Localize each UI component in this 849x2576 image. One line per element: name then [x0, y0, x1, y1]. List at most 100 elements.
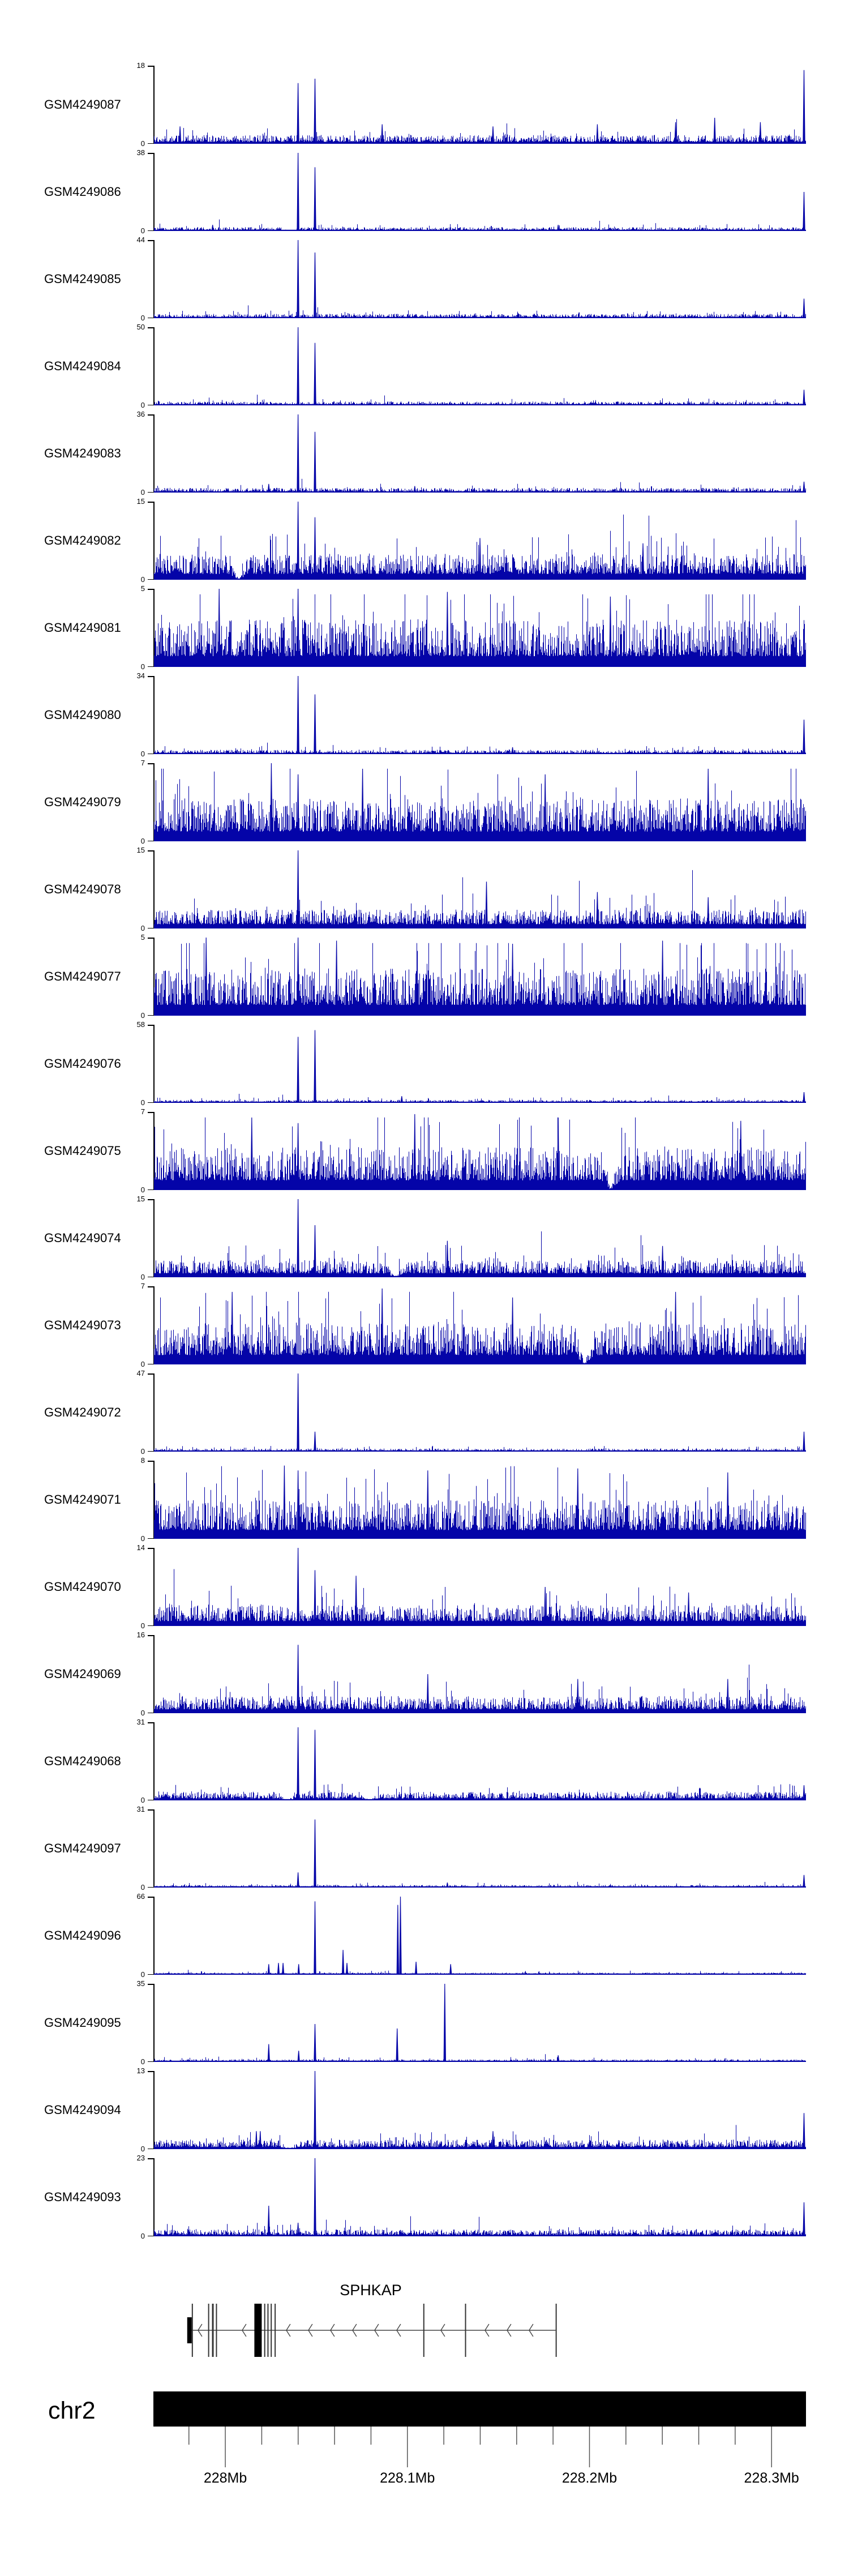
y-axis-top-tick [148, 1461, 153, 1462]
track-sample-label: GSM4249068 [44, 1754, 121, 1768]
track-sample-label: GSM4249073 [44, 1318, 121, 1332]
track-yzero-label: 0 [140, 2232, 145, 2240]
coverage-signal [154, 327, 806, 405]
y-axis-top-tick [148, 414, 153, 416]
strand-arrow-icon [198, 2323, 203, 2337]
y-axis-top-tick [148, 2071, 153, 2072]
track-yzero-label: 0 [140, 488, 145, 497]
track-sample-label: GSM4249072 [44, 1405, 121, 1419]
track-yzero-label: 0 [140, 1621, 145, 1630]
track-yzero-label: 0 [140, 1273, 145, 1281]
y-axis-zero-tick [148, 1189, 153, 1190]
coverage-signal [154, 502, 806, 580]
y-axis-zero-tick [148, 840, 153, 841]
coverage-signal [154, 1114, 806, 1190]
track-row: GSM4249080 34 0 [0, 672, 849, 758]
coverage-peaks [297, 1030, 805, 1103]
y-axis-zero-tick [148, 579, 153, 580]
y-axis-zero-tick [148, 753, 153, 754]
track-sample-label: GSM4249071 [44, 1492, 121, 1507]
track-sample-label: GSM4249095 [44, 2016, 121, 2030]
y-axis-line [153, 1635, 155, 1713]
y-axis-top-tick [148, 1635, 153, 1636]
track-yzero-label: 0 [140, 1360, 145, 1368]
y-axis-zero-tick [148, 143, 153, 144]
gene-exon [208, 2304, 209, 2357]
track-ymax-label: 34 [136, 671, 145, 680]
y-axis-zero-tick [148, 2061, 153, 2062]
track-row: GSM4249081 5 0 [0, 585, 849, 671]
track-sample-label: GSM4249076 [44, 1056, 121, 1071]
track-ymax-label: 7 [140, 759, 145, 767]
track-sample-label: GSM4249070 [44, 1580, 121, 1594]
track-ymax-label: 16 [136, 1631, 145, 1639]
y-axis-top-tick [148, 589, 153, 590]
y-axis-line [153, 1722, 155, 1800]
y-axis-line [153, 2158, 155, 2236]
strand-arrow-icon [529, 2323, 534, 2337]
strand-arrow-icon [286, 2323, 291, 2337]
strand-arrow-icon [308, 2323, 313, 2337]
chromosome-bar [153, 2391, 806, 2427]
y-axis-line [153, 589, 155, 667]
track-row: GSM4249079 7 0 [0, 759, 849, 845]
y-axis-zero-tick [148, 666, 153, 667]
track-ymax-label: 36 [136, 410, 145, 418]
track-sample-label: GSM4249086 [44, 185, 121, 199]
y-axis-line [153, 327, 155, 405]
gene-exon [264, 2304, 265, 2357]
strand-arrow-icon [507, 2323, 512, 2337]
y-axis-line [153, 1984, 155, 2062]
track-row: GSM4249068 31 0 [0, 1718, 849, 1804]
y-axis-line [153, 938, 155, 1016]
track-ymax-label: 31 [136, 1718, 145, 1726]
track-ymax-label: 15 [136, 1195, 145, 1203]
coverage-peaks [267, 2158, 805, 2236]
y-axis-top-tick [148, 2158, 153, 2159]
gene-exon [216, 2304, 217, 2357]
track-ymax-label: 47 [136, 1369, 145, 1377]
y-axis-top-tick [148, 1984, 153, 1985]
coverage-signal [154, 1984, 806, 2062]
track-row: GSM4249069 16 0 [0, 1631, 849, 1717]
strand-arrow-icon [352, 2323, 357, 2337]
track-ymax-label: 8 [140, 1456, 145, 1465]
coverage-signal [154, 1030, 806, 1103]
track-yzero-label: 0 [140, 1011, 145, 1020]
gene-exon [423, 2304, 424, 2357]
track-row: GSM4249071 8 0 [0, 1457, 849, 1543]
y-axis-top-tick [148, 66, 153, 67]
track-row: GSM4249086 38 0 [0, 149, 849, 235]
strand-arrow-icon [484, 2323, 490, 2337]
track-ymax-label: 58 [136, 1020, 145, 1029]
y-axis-line [153, 1199, 155, 1277]
track-row: GSM4249087 18 0 [0, 62, 849, 148]
coverage-signal [154, 1897, 806, 1975]
track-sample-label: GSM4249069 [44, 1667, 121, 1681]
y-axis-zero-tick [148, 230, 153, 231]
y-axis-top-tick [148, 327, 153, 328]
track-row: GSM4249083 36 0 [0, 410, 849, 497]
track-sample-label: GSM4249078 [44, 882, 121, 896]
y-axis-top-tick [148, 1286, 153, 1287]
track-row: GSM4249084 50 0 [0, 323, 849, 409]
y-axis-top-tick [148, 502, 153, 503]
track-yzero-label: 0 [140, 139, 145, 148]
strand-arrow-icon [242, 2323, 247, 2337]
gene-exon [271, 2304, 272, 2357]
coverage-peaks [267, 1984, 560, 2062]
coverage-signal [154, 1727, 806, 1800]
strand-arrow-icon [374, 2323, 379, 2337]
coverage-peaks [211, 153, 805, 231]
track-row: GSM4249076 58 0 [0, 1021, 849, 1107]
coverage-signal [154, 1548, 806, 1626]
track-ymax-label: 35 [136, 1979, 145, 1988]
track-sample-label: GSM4249077 [44, 969, 121, 983]
coverage-signal [154, 414, 806, 493]
y-axis-line [153, 66, 155, 144]
track-ymax-label: 23 [136, 2154, 145, 2162]
y-axis-line [153, 502, 155, 580]
coverage-signal [154, 763, 806, 841]
track-yzero-label: 0 [140, 750, 145, 758]
gene-exon [555, 2304, 557, 2357]
